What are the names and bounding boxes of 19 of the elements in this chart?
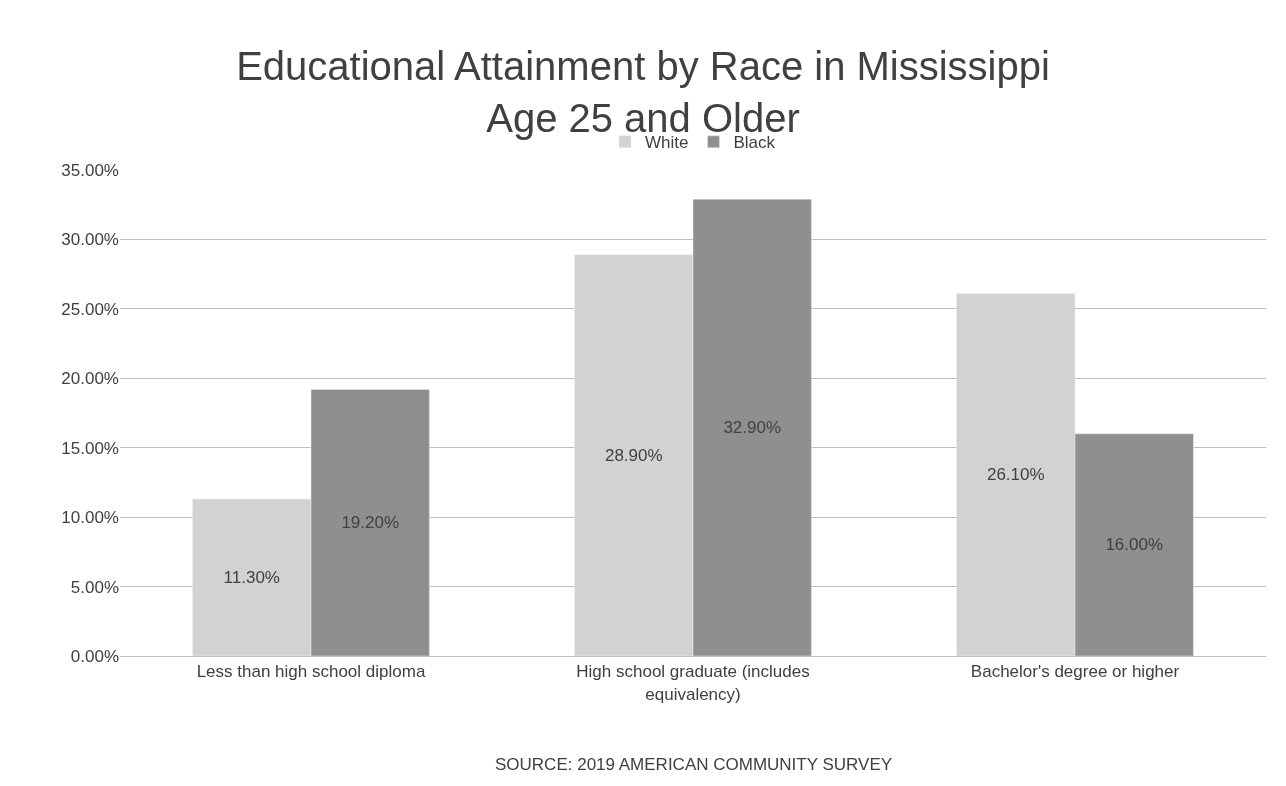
x-tick-label: Less than high school diploma — [196, 662, 426, 682]
y-tick-label: 25.00% — [61, 299, 119, 319]
x-tick-label: Bachelor's degree or higher — [970, 662, 1180, 682]
data-label: 32.90% — [723, 418, 782, 438]
data-label: 19.20% — [341, 513, 400, 533]
y-tick-label: 20.00% — [61, 369, 119, 389]
data-label: 28.90% — [604, 445, 663, 465]
data-label: 16.00% — [1105, 535, 1164, 555]
data-label: 11.30% — [223, 568, 280, 588]
y-tick-label: 30.00% — [61, 230, 119, 250]
source-note: SOURCE: 2019 AMERICAN COMMUNITY SURVEY — [495, 755, 893, 774]
x-tick-label: High school graduate (includes equivalency) — [576, 662, 810, 704]
data-label: 26.10% — [986, 465, 1045, 485]
y-tick-label: 15.00% — [61, 438, 119, 458]
y-tick-label: 35.00% — [61, 160, 119, 180]
y-tick-label: 10.00% — [61, 508, 119, 528]
legend-label: Black — [733, 133, 776, 153]
y-tick-label: 0.00% — [70, 646, 119, 666]
y-tick-label: 5.00% — [70, 577, 119, 597]
